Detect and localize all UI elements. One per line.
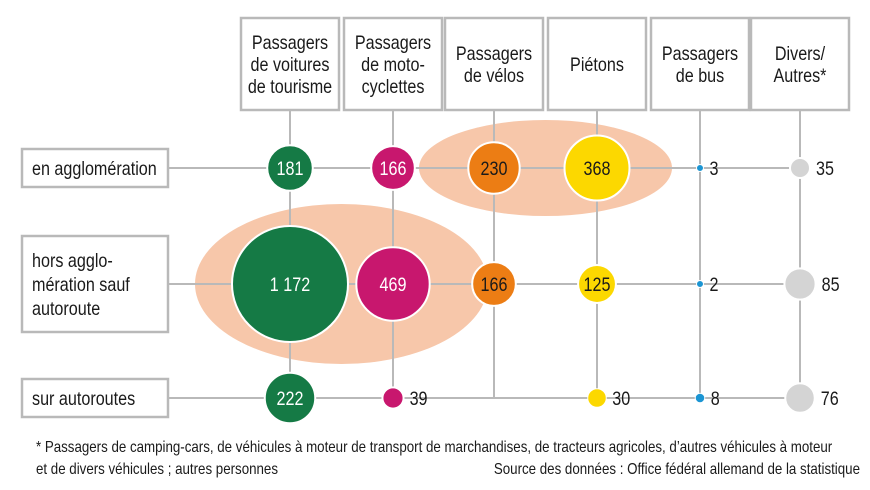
row-header-box-agglo	[20, 147, 170, 189]
source-note: Source des données : Office fédéral alle…	[494, 461, 860, 478]
row-header-label: autoroute	[32, 298, 100, 320]
bubble-moto-hors	[355, 246, 431, 322]
column-header-label: de tourisme	[248, 76, 333, 98]
bubble-voitures-agglo	[266, 144, 314, 192]
column-header-box-moto	[342, 16, 444, 112]
column-header-label: Piétons	[570, 54, 624, 76]
value-label: 85	[822, 274, 840, 296]
column-header-label: Autres*	[774, 65, 827, 87]
column-header-box-pietons	[546, 16, 648, 112]
column-header-box-bus	[649, 16, 751, 112]
row-header-label: mération sauf	[32, 274, 130, 296]
bubble-bus-autoroutes	[694, 392, 706, 404]
column-header-box-voitures	[239, 16, 341, 112]
row-header-label: sur autoroutes	[32, 388, 135, 410]
column-header-label: de moto-	[361, 54, 425, 76]
column-header-label: Passagers	[252, 32, 328, 54]
bubble-velos-agglo	[467, 141, 521, 195]
value-label: 181	[277, 158, 304, 180]
bubble-pietons-hors	[577, 264, 617, 304]
value-label: 76	[821, 388, 839, 410]
column-header-box-velos	[443, 16, 545, 112]
column-header-label: Passagers	[355, 32, 431, 54]
bubble-pietons-autoroutes	[587, 388, 607, 408]
bubble-divers-autoroutes	[784, 382, 816, 414]
footnote-line-1: * Passagers de camping-cars, de véhicule…	[36, 439, 832, 456]
column-header-label: de bus	[676, 65, 725, 87]
value-label: 469	[380, 274, 407, 296]
column-header-label: cyclettes	[362, 76, 425, 98]
value-label: 35	[816, 158, 834, 180]
value-label: 368	[584, 158, 611, 180]
value-label: 8	[711, 388, 720, 410]
bubble-moto-agglo	[370, 145, 416, 191]
column-header-label: Passagers	[456, 43, 532, 65]
row-header-label: en agglomération	[32, 158, 157, 180]
column-header-label: Divers/	[775, 43, 825, 65]
column-header-label: de vélos	[464, 65, 524, 87]
column-header-label: de voitures	[251, 54, 330, 76]
value-label: 30	[612, 388, 630, 410]
bubble-pietons-agglo	[563, 134, 631, 202]
value-label: 3	[710, 158, 719, 180]
column-header-label: Passagers	[662, 43, 738, 65]
value-label: 222	[277, 388, 304, 410]
bubble-voitures-hors	[231, 225, 349, 343]
value-label: 1 172	[270, 274, 310, 296]
bubble-divers-agglo	[788, 156, 812, 180]
bubble-bus-agglo	[696, 164, 704, 172]
value-label: 125	[584, 274, 611, 296]
footnote-line-2: et de divers véhicules ; autres personne…	[36, 461, 278, 478]
bubble-moto-autoroutes	[381, 386, 405, 410]
value-label: 230	[481, 158, 508, 180]
row-header-box-hors	[20, 234, 170, 334]
value-label: 166	[380, 158, 407, 180]
value-label: 166	[481, 274, 508, 296]
bubble-velos-hors	[471, 261, 517, 307]
row-header-box-autoroutes	[20, 377, 170, 419]
row-header-label: hors agglo-	[32, 250, 113, 272]
column-header-box-divers	[749, 16, 851, 112]
value-label: 39	[410, 388, 428, 410]
bubble-voitures-autoroutes	[263, 371, 317, 425]
value-label: 2	[710, 274, 719, 296]
bubble-bus-hors	[696, 280, 704, 288]
bubble-divers-hors	[783, 267, 817, 301]
